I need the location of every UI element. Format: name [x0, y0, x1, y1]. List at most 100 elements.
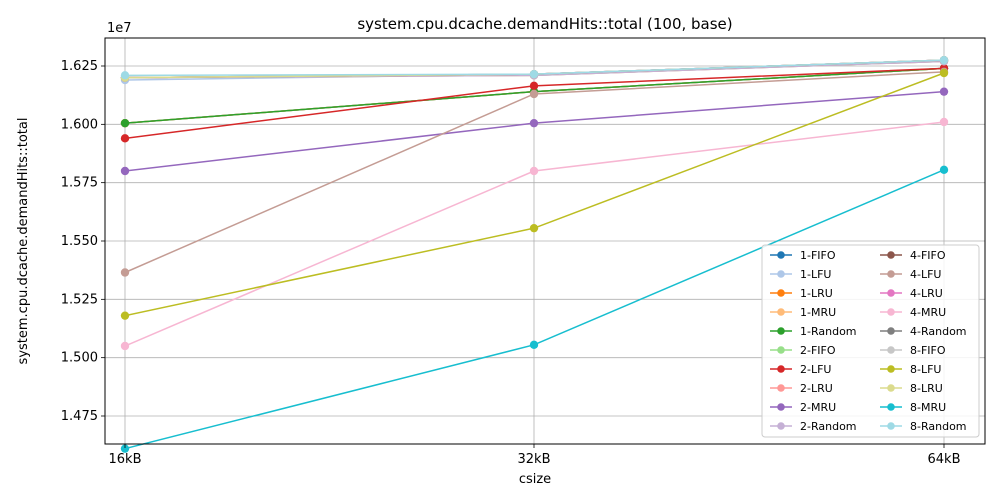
- legend-swatch-marker: [777, 289, 785, 297]
- legend-label: 8-LFU: [910, 363, 941, 376]
- legend-label: 2-FIFO: [800, 344, 836, 357]
- legend-item-2-lfu: 2-LFU: [770, 363, 831, 376]
- data-point-8-lfu: [529, 223, 539, 233]
- legend-swatch-marker: [887, 403, 895, 411]
- legend-label: 4-Random: [910, 325, 967, 338]
- legend-swatch-marker: [777, 365, 785, 373]
- y-tick-label: 1.475: [61, 409, 98, 424]
- data-point-8-random: [120, 71, 130, 80]
- legend-item-8-lfu: 8-LFU: [880, 363, 941, 376]
- series-4-mru: [120, 117, 949, 351]
- data-point-4-mru: [120, 341, 130, 351]
- legend-label: 8-FIFO: [910, 344, 946, 357]
- data-point-4-lfu: [529, 89, 539, 99]
- legend-label: 2-Random: [800, 420, 857, 433]
- legend-label: 1-FIFO: [800, 249, 836, 262]
- legend-swatch-marker: [887, 289, 895, 297]
- legend-item-2-lru: 2-LRU: [770, 382, 833, 395]
- series-8-mru: [120, 165, 949, 453]
- legend-swatch-marker: [777, 403, 785, 411]
- data-point-2-lfu: [120, 134, 130, 143]
- legend-label: 2-MRU: [800, 401, 836, 414]
- legend-swatch-marker: [777, 422, 785, 430]
- legend-label: 4-MRU: [910, 306, 946, 319]
- axis-ticks: 1.475 1.500 1.525 1.550 1.575 1.600 1.625 16kB 3…: [61, 59, 961, 467]
- legend-label: 1-MRU: [800, 306, 836, 319]
- x-tick-label: 16kB: [109, 452, 142, 467]
- legend-swatch-marker: [777, 384, 785, 392]
- data-point-4-mru: [529, 166, 539, 176]
- x-axis-title: csize: [519, 472, 551, 487]
- legend-swatch-marker: [887, 422, 895, 430]
- data-point-8-lfu: [939, 68, 949, 78]
- legend-item-2-random: 2-Random: [770, 420, 857, 433]
- data-point-8-lfu: [120, 311, 130, 320]
- data-point-4-mru: [939, 117, 949, 127]
- data-point-8-random: [939, 55, 949, 65]
- data-point-8-mru: [529, 340, 539, 350]
- y-tick-label: 1.600: [61, 117, 98, 132]
- legend-box: [761, 244, 980, 438]
- data-point-8-random: [529, 69, 539, 79]
- legend-item-1-lru: 1-LRU: [770, 287, 833, 300]
- legend-item-4-lfu: 4-LFU: [880, 268, 941, 281]
- y-tick-label: 1.500: [61, 351, 98, 366]
- legend-label: 8-Random: [910, 420, 967, 433]
- y-tick-label: 1.625: [61, 59, 98, 74]
- legend-item-4-mru: 4-MRU: [880, 306, 946, 319]
- legend-item-8-fifo: 8-FIFO: [880, 344, 946, 357]
- data-point-2-lfu: [529, 81, 539, 91]
- legend-label: 1-LRU: [800, 287, 833, 300]
- x-tick-label: 32kB: [518, 452, 551, 467]
- legend-label: 8-LRU: [910, 382, 943, 395]
- legend-label: 8-MRU: [910, 401, 946, 414]
- legend-item-1-fifo: 1-FIFO: [770, 249, 836, 262]
- legend-item-4-fifo: 4-FIFO: [880, 249, 946, 262]
- y-tick-label: 1.525: [61, 292, 98, 307]
- legend-label: 2-LFU: [800, 363, 831, 376]
- legend-item-1-mru: 1-MRU: [770, 306, 836, 319]
- x-tick-label: 64kB: [928, 452, 961, 467]
- legend-swatch-marker: [887, 384, 895, 392]
- legend-swatch-marker: [777, 346, 785, 354]
- legend-swatch-marker: [777, 270, 785, 278]
- legend-item-8-lru: 8-LRU: [880, 382, 943, 395]
- legend-swatch-marker: [777, 308, 785, 316]
- data-point-1-random: [120, 118, 130, 128]
- data-point-2-mru: [939, 87, 949, 96]
- legend-swatch-marker: [887, 270, 895, 278]
- series-8-random: [120, 55, 949, 80]
- chart-title: system.cpu.dcache.demandHits::total (100…: [357, 15, 732, 33]
- legend-item-1-random: 1-Random: [770, 325, 857, 338]
- legend-item-2-mru: 2-MRU: [770, 401, 836, 414]
- y-tick-label: 1.575: [61, 176, 98, 191]
- legend-swatch-marker: [777, 327, 785, 335]
- legend-label: 1-Random: [800, 325, 857, 338]
- data-point-8-mru: [939, 165, 949, 175]
- legend-item-2-fifo: 2-FIFO: [770, 344, 836, 357]
- legend-swatch-marker: [887, 365, 895, 373]
- legend: 1-FIFO 1-LFU 1-LRU 1-MRU 1-Random 2-FIFO 2-LFU…: [761, 244, 980, 438]
- legend-swatch-marker: [777, 251, 785, 259]
- legend-item-8-random: 8-Random: [880, 420, 967, 433]
- data-point-2-mru: [529, 118, 539, 128]
- y-axis-title: system.cpu.dcache.demandHits::total: [16, 118, 31, 365]
- legend-swatch-marker: [887, 308, 895, 316]
- legend-label: 4-FIFO: [910, 249, 946, 262]
- series-group: [120, 55, 949, 453]
- data-point-2-mru: [120, 166, 130, 176]
- data-point-4-lfu: [120, 268, 130, 277]
- legend-swatch-marker: [887, 251, 895, 259]
- data-point-8-mru: [120, 444, 130, 453]
- legend-item-4-lru: 4-LRU: [880, 287, 943, 300]
- legend-item-8-mru: 8-MRU: [880, 401, 946, 414]
- legend-label: 1-LFU: [800, 268, 831, 281]
- legend-item-1-lfu: 1-LFU: [770, 268, 831, 281]
- series-8-lfu: [120, 68, 949, 320]
- legend-swatch-marker: [887, 327, 895, 335]
- legend-label: 4-LFU: [910, 268, 941, 281]
- series-2-mru: [120, 87, 949, 176]
- y-axis-multiplier: 1e7: [107, 21, 132, 36]
